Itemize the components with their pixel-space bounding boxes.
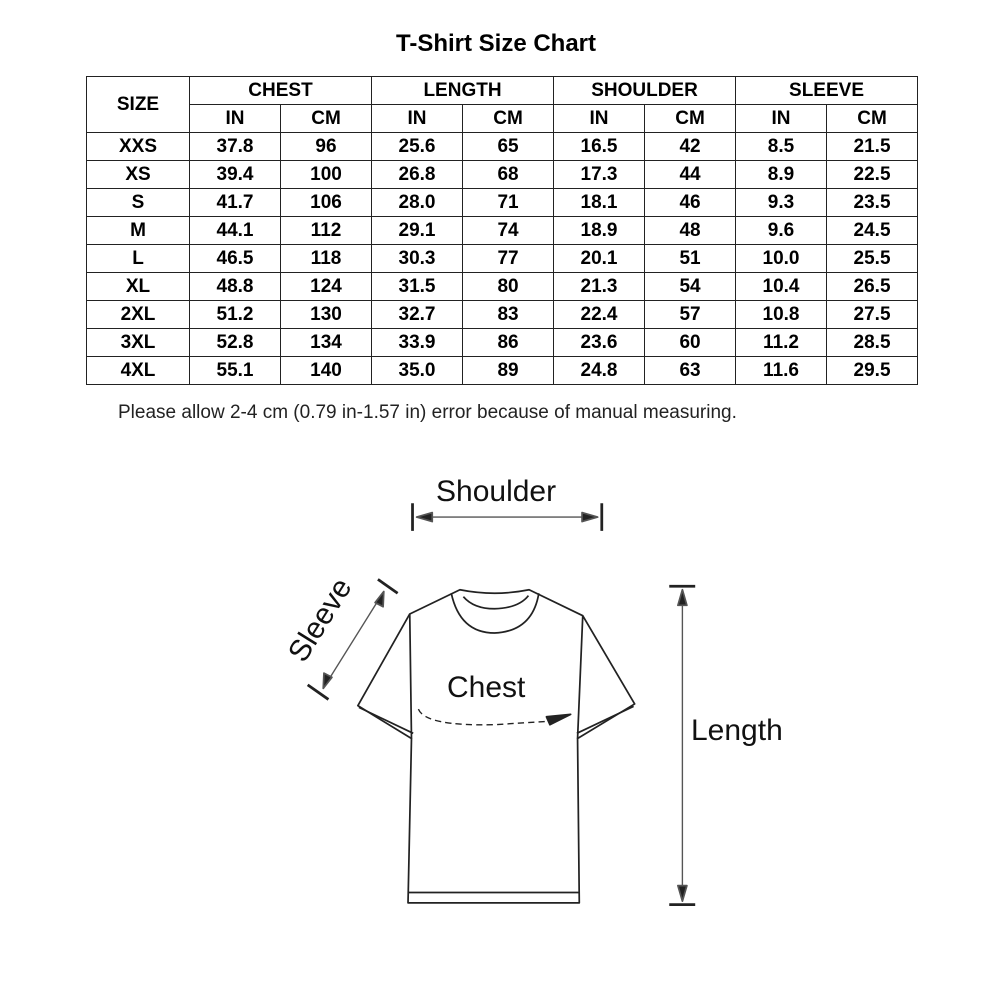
header-row-groups: SIZE CHEST LENGTH SHOULDER SLEEVE [86,76,919,133]
unit-header: CM [826,104,919,133]
size-cell: 4XL [86,356,190,385]
measurement-cell: 35.0 [371,356,463,385]
table-row: XL 48.8 124 31.5 80 21.3 54 10.4 26.5 [86,272,919,301]
measurement-cell: 9.6 [735,216,828,245]
size-header: SIZE [86,76,190,133]
size-cell: M [86,216,190,245]
shoulder-label: Shoulder [436,475,556,508]
group-header-sleeve: SLEEVE [735,76,919,105]
measurement-cell: 130 [280,300,372,329]
tshirt-outline [356,588,636,904]
shoulder-arrow [411,503,604,531]
unit-header: CM [644,104,737,133]
measurement-cell: 96 [280,132,372,161]
measurement-cell: 21.5 [826,132,919,161]
table-row: L 46.5 118 30.3 77 20.1 51 10.0 25.5 [86,244,919,273]
length-arrow [669,584,696,906]
measurement-cell: 140 [280,356,372,385]
measurement-cell: 33.9 [371,328,463,357]
size-cell: XS [86,160,190,189]
measurement-cell: 57 [644,300,737,329]
chest-arrow [417,708,572,726]
measurement-cell: 55.1 [189,356,281,385]
unit-header: IN [189,104,281,133]
unit-header: CM [280,104,372,133]
measurement-cell: 77 [461,244,555,273]
table-row: 2XL 51.2 130 32.7 83 22.4 57 10.8 27.5 [86,300,919,329]
measurement-cell: 68 [461,160,555,189]
chest-label: Chest [447,671,526,704]
measurement-cell: 46.5 [189,244,281,273]
measurement-cell: 24.8 [553,356,646,385]
measurement-cell: 51.2 [189,300,281,329]
measurement-cell: 28.5 [826,328,919,357]
measurement-cell: 17.3 [553,160,646,189]
measurement-cell: 106 [280,188,372,217]
measurement-cell: 26.5 [826,272,919,301]
measurement-cell: 30.3 [371,244,463,273]
measurement-cell: 63 [644,356,737,385]
measurement-cell: 29.5 [826,356,919,385]
length-label: Length [691,714,783,747]
measurement-cell: 54 [644,272,737,301]
measurement-cell: 86 [461,328,555,357]
table-row: XXS 37.8 96 25.6 65 16.5 42 8.5 21.5 [86,132,919,161]
measurement-cell: 124 [280,272,372,301]
table-row: S 41.7 106 28.0 71 18.1 46 9.3 23.5 [86,188,919,217]
measurement-cell: 23.5 [826,188,919,217]
unit-header: CM [461,104,555,133]
sleeve-arrow [306,578,399,701]
measurement-cell: 21.3 [553,272,646,301]
measurement-cell: 65 [461,132,555,161]
table-row: 3XL 52.8 134 33.9 86 23.6 60 11.2 28.5 [86,328,919,357]
unit-header: IN [553,104,646,133]
measurement-cell: 23.6 [553,328,646,357]
unit-header: IN [735,104,828,133]
measurement-cell: 9.3 [735,188,828,217]
header-row-units: IN CM IN CM IN CM IN CM [87,104,919,133]
measurement-cell: 22.5 [826,160,919,189]
measurement-cell: 118 [280,244,372,273]
group-header-chest: CHEST [189,76,372,105]
size-cell: XL [86,272,190,301]
measurement-cell: 25.5 [826,244,919,273]
measurement-cell: 42 [644,132,737,161]
measurement-cell: 25.6 [371,132,463,161]
measurement-cell: 83 [461,300,555,329]
measurement-cell: 44 [644,160,737,189]
measurement-cell: 24.5 [826,216,919,245]
measurement-cell: 20.1 [553,244,646,273]
sleeve-label: Sleeve [282,572,359,667]
measurement-cell: 60 [644,328,737,357]
measurement-cell: 29.1 [371,216,463,245]
measurement-cell: 71 [461,188,555,217]
measurement-cell: 28.0 [371,188,463,217]
measurement-cell: 22.4 [553,300,646,329]
measurement-cell: 27.5 [826,300,919,329]
measurement-cell: 11.6 [735,356,828,385]
page-title: T-Shirt Size Chart [395,30,597,57]
measurement-cell: 10.4 [735,272,828,301]
measurement-cell: 10.0 [735,244,828,273]
group-header-length: LENGTH [370,76,555,105]
table-row: 4XL 55.1 140 35.0 89 24.8 63 11.6 29.5 [86,356,919,385]
measurement-cell: 89 [461,356,555,385]
size-chart-table: SIZE CHEST LENGTH SHOULDER SLEEVE IN CM IN… [86,76,919,385]
measurement-cell: 74 [461,216,555,245]
measurement-cell: 10.8 [735,300,828,329]
measurement-cell: 48.8 [189,272,281,301]
measurement-note: Please allow 2-4 cm (0.79 in-1.57 in) er… [118,402,737,423]
